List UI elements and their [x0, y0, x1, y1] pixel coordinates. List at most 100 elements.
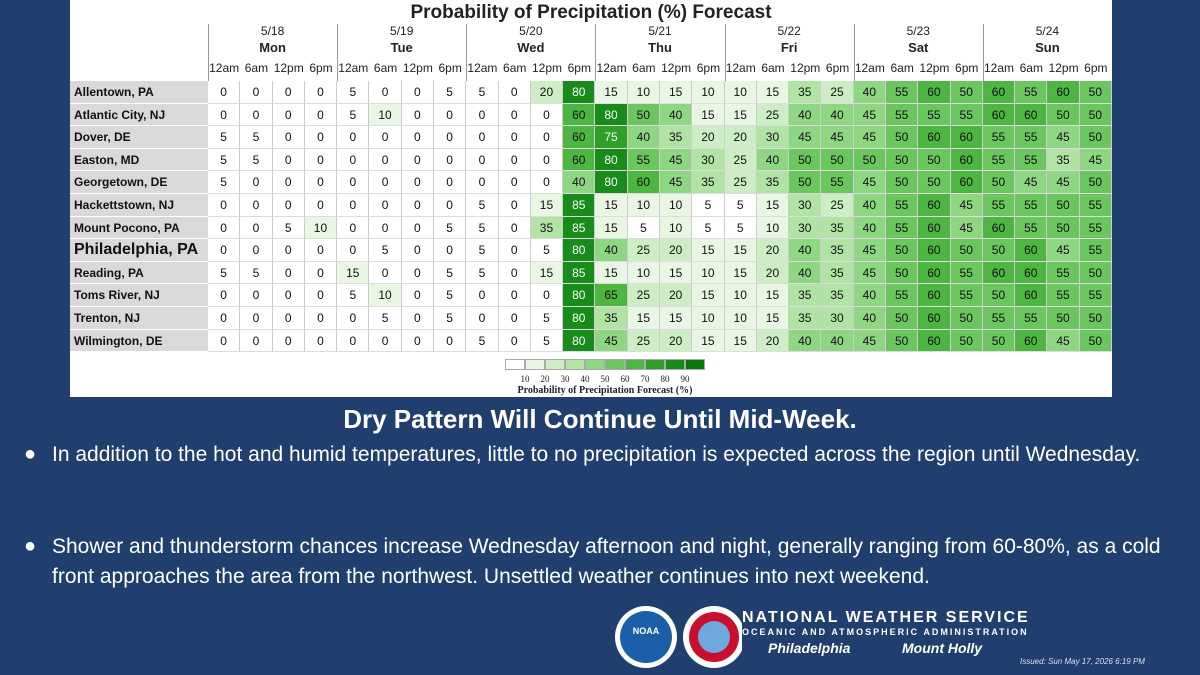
- pop-cell: 35: [692, 171, 725, 194]
- pop-cell: 5: [337, 103, 370, 127]
- pop-cell: 30: [756, 126, 790, 149]
- pop-cell: 40: [627, 126, 660, 149]
- pop-cell: 55: [886, 81, 919, 104]
- pop-cell: 0: [208, 284, 241, 307]
- pop-cell: 40: [821, 329, 854, 353]
- pop-cell: 10: [692, 307, 725, 330]
- pop-cell: 5: [240, 261, 273, 285]
- pop-cell: 0: [304, 329, 338, 353]
- day-date: 5/22: [777, 24, 801, 38]
- pop-cell: 50: [886, 307, 919, 330]
- pop-cell: 50: [918, 148, 951, 172]
- pop-cell: 40: [853, 307, 886, 330]
- pop-cell: 0: [337, 329, 370, 353]
- pop-cell: 30: [692, 148, 725, 172]
- pop-cell: 0: [208, 329, 241, 353]
- pop-cell: 50: [886, 239, 919, 262]
- day-name: Tue: [390, 40, 413, 55]
- pop-cell: 40: [563, 171, 596, 194]
- pop-cell: 30: [821, 307, 854, 330]
- pop-cell: 15: [692, 284, 725, 307]
- bullet-dot: ●: [24, 535, 37, 557]
- pop-cell: 0: [401, 239, 434, 262]
- pop-cell: 15: [692, 239, 725, 262]
- pop-cell: 5: [208, 126, 241, 149]
- time-label: 12pm: [1048, 61, 1079, 75]
- pop-cell: 5: [240, 126, 273, 149]
- day-name: Mon: [259, 40, 286, 55]
- pop-cell: 20: [724, 126, 757, 149]
- day-name: Thu: [648, 40, 672, 55]
- pop-cell: 15: [724, 329, 757, 353]
- pop-cell: 0: [369, 126, 402, 149]
- logo-text: NOAA: [633, 626, 660, 636]
- pop-cell: 25: [627, 239, 660, 262]
- pop-cell: 0: [369, 148, 402, 172]
- pop-cell: 0: [466, 307, 499, 330]
- pop-cell: 85: [563, 261, 596, 285]
- pop-cell: 0: [304, 103, 338, 127]
- bullet: In addition to the hot and humid tempera…: [52, 443, 1141, 466]
- pop-cell: 10: [724, 81, 757, 104]
- pop-cell: 5: [627, 216, 660, 240]
- day-name: Wed: [517, 40, 545, 55]
- pop-cell: 60: [918, 284, 951, 307]
- time-label: 12pm: [661, 61, 692, 75]
- pop-cell: 40: [821, 103, 854, 127]
- pop-cell: 10: [660, 194, 693, 217]
- pop-cell: 30: [789, 216, 822, 240]
- issued: Issued: Sun May 17, 2026 6:19 PM: [1020, 657, 1145, 666]
- forecast-table: Probability of Precipitation (%) Forecas…: [70, 0, 1112, 397]
- pop-cell: 55: [886, 103, 919, 127]
- pop-cell: 0: [401, 216, 434, 240]
- pop-cell: 0: [498, 81, 531, 104]
- pop-cell: 0: [240, 307, 273, 330]
- pop-cell: 15: [756, 284, 790, 307]
- pop-cell: 40: [660, 103, 693, 127]
- pop-cell: 5: [208, 261, 241, 285]
- pop-cell: 50: [1079, 103, 1112, 127]
- pop-cell: 0: [272, 126, 305, 149]
- pop-cell: 60: [1015, 239, 1048, 262]
- pop-cell: 80: [563, 284, 596, 307]
- time-label: 12am: [596, 61, 627, 75]
- pop-cell: 0: [530, 171, 564, 194]
- bullet: Shower and thunderstorm chances increase…: [52, 535, 1161, 588]
- pop-cell: 60: [1015, 284, 1048, 307]
- pop-cell: 0: [434, 126, 467, 149]
- pop-cell: 25: [724, 148, 757, 172]
- pop-cell: 0: [498, 284, 531, 307]
- pop-cell: 55: [918, 103, 951, 127]
- pop-cell: 0: [337, 171, 370, 194]
- pop-cell: 50: [982, 239, 1016, 262]
- pop-cell: 0: [304, 126, 338, 149]
- pop-cell: 0: [434, 194, 467, 217]
- pop-cell: 45: [789, 126, 822, 149]
- legend-tick: 40: [580, 374, 590, 384]
- time-label: 6pm: [955, 61, 979, 75]
- pop-cell: 45: [853, 103, 886, 127]
- pop-cell: 0: [369, 329, 402, 353]
- time-label: 6am: [761, 61, 785, 75]
- pop-cell: 50: [886, 148, 919, 172]
- pop-cell: 25: [756, 103, 790, 127]
- legend-swatch: [625, 359, 645, 370]
- pop-cell: 0: [304, 307, 338, 330]
- pop-cell: 0: [240, 284, 273, 307]
- pop-cell: 20: [756, 239, 790, 262]
- pop-cell: 45: [1015, 171, 1048, 194]
- time-label: 6am: [503, 61, 527, 75]
- pop-cell: 55: [982, 194, 1016, 217]
- pop-cell: 50: [950, 307, 983, 330]
- pop-cell: 80: [595, 148, 628, 172]
- pop-cell: 50: [821, 148, 854, 172]
- location: Reading, PA: [70, 261, 208, 285]
- pop-cell: 15: [530, 194, 564, 217]
- pop-cell: 60: [627, 171, 660, 194]
- pop-cell: 20: [756, 329, 790, 353]
- pop-cell: 0: [304, 261, 338, 285]
- pop-cell: 60: [982, 81, 1016, 104]
- pop-cell: 0: [498, 148, 531, 172]
- pop-cell: 0: [272, 171, 305, 194]
